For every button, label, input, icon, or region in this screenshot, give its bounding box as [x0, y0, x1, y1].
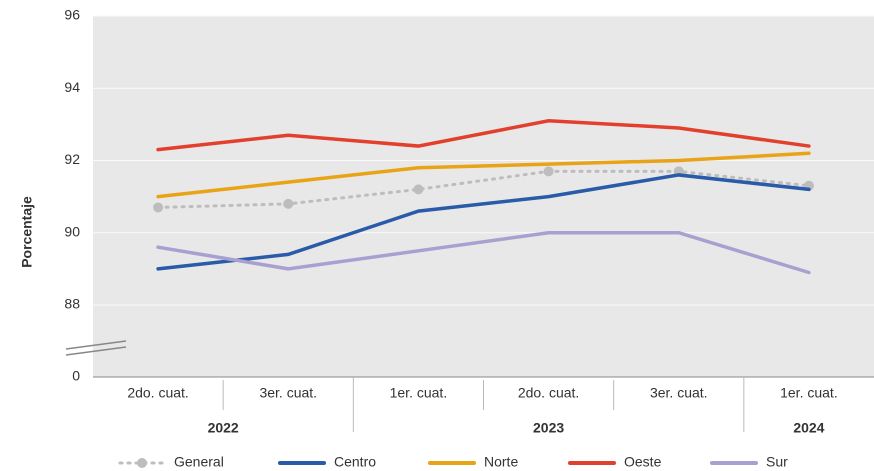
x-tick-label: 2do. cuat. — [518, 385, 580, 401]
line-series — [156, 173, 811, 271]
legend-label: General — [174, 454, 224, 470]
x-tick-label: 1er. cuat. — [780, 385, 838, 401]
y-tick-label: 90 — [64, 223, 80, 239]
plot-area — [93, 16, 874, 377]
x-tick-label: 3er. cuat. — [259, 385, 317, 401]
line-series — [156, 151, 811, 199]
y-tick-label: 94 — [64, 79, 80, 95]
marker — [153, 202, 164, 213]
x-group-label: 2024 — [793, 420, 824, 436]
y-tick-label: 88 — [64, 296, 80, 312]
axis-break — [65, 340, 127, 350]
y-tick-label: 92 — [64, 151, 80, 167]
y-axis-label: Porcentaje — [19, 196, 35, 268]
legend-label: Centro — [334, 454, 376, 470]
x-tick-label: 2do. cuat. — [127, 385, 189, 401]
line-series — [156, 119, 811, 152]
legend-label: Oeste — [624, 454, 662, 470]
legend-marker — [137, 458, 147, 468]
x-tick-label: 3er. cuat. — [650, 385, 708, 401]
x-group-label: 2023 — [533, 420, 564, 436]
legend-label: Sur — [766, 454, 788, 470]
marker — [543, 166, 554, 177]
y-tick-label: 0 — [72, 368, 80, 384]
marker — [283, 198, 294, 209]
axis-break — [65, 346, 127, 356]
line-series — [156, 231, 811, 275]
x-group-label: 2022 — [208, 420, 239, 436]
marker — [413, 184, 424, 195]
y-tick-label: 96 — [64, 7, 80, 23]
legend-label: Norte — [484, 454, 518, 470]
x-tick-label: 1er. cuat. — [390, 385, 448, 401]
line-series — [156, 169, 811, 209]
